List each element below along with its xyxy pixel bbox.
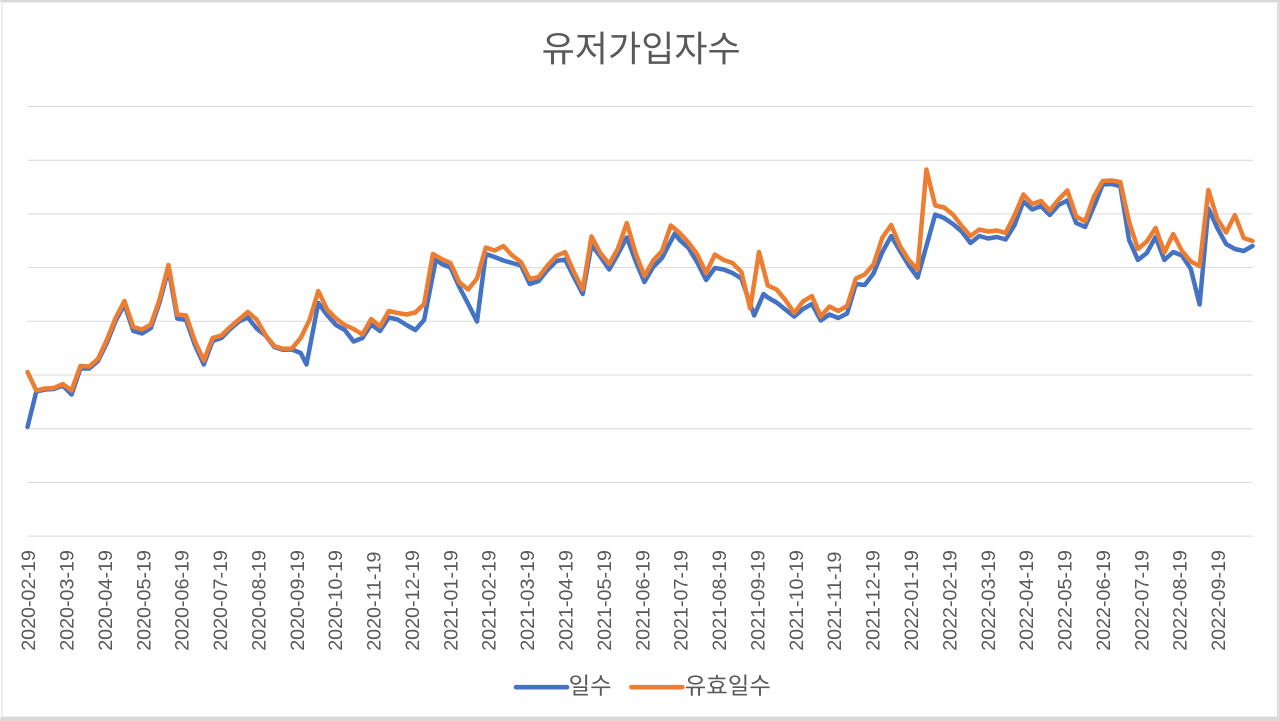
svg-text:2020-12-19: 2020-12-19	[402, 550, 424, 651]
svg-text:2022-08-19: 2022-08-19	[1170, 550, 1192, 651]
svg-text:2021-03-19: 2021-03-19	[517, 550, 539, 651]
svg-text:2020-06-19: 2020-06-19	[172, 550, 194, 651]
svg-text:2022-01-19: 2022-01-19	[901, 550, 923, 651]
svg-text:2020-04-19: 2020-04-19	[95, 550, 117, 651]
svg-text:2020-11-19: 2020-11-19	[364, 552, 386, 651]
svg-text:2021-01-19: 2021-01-19	[440, 550, 462, 651]
svg-text:2022-04-19: 2022-04-19	[1016, 550, 1038, 651]
svg-text:2021-10-19: 2021-10-19	[786, 550, 808, 651]
svg-text:2021-05-19: 2021-05-19	[594, 550, 616, 651]
svg-text:2022-09-19: 2022-09-19	[1208, 550, 1230, 651]
svg-text:2021-04-19: 2021-04-19	[556, 550, 578, 651]
svg-text:2022-05-19: 2022-05-19	[1055, 550, 1077, 651]
svg-text:2020-09-19: 2020-09-19	[287, 550, 309, 651]
svg-text:2021-08-19: 2021-08-19	[709, 550, 731, 651]
svg-text:2021-12-19: 2021-12-19	[863, 550, 885, 651]
svg-text:2021-02-19: 2021-02-19	[479, 550, 501, 651]
svg-text:2022-07-19: 2022-07-19	[1131, 550, 1153, 651]
svg-text:2021-07-19: 2021-07-19	[671, 550, 693, 651]
svg-text:2020-08-19: 2020-08-19	[248, 550, 270, 651]
svg-text:2020-07-19: 2020-07-19	[210, 550, 232, 651]
svg-text:2021-06-19: 2021-06-19	[632, 550, 654, 651]
svg-text:2022-06-19: 2022-06-19	[1093, 550, 1115, 651]
svg-text:2020-05-19: 2020-05-19	[133, 550, 155, 651]
svg-text:2020-03-19: 2020-03-19	[57, 550, 79, 651]
svg-text:2021-11-19: 2021-11-19	[824, 552, 846, 651]
svg-text:2021-09-19: 2021-09-19	[748, 550, 770, 651]
svg-text:2022-03-19: 2022-03-19	[978, 550, 1000, 651]
svg-text:2020-10-19: 2020-10-19	[325, 550, 347, 651]
svg-text:2022-02-19: 2022-02-19	[939, 550, 961, 651]
svg-text:2020-02-19: 2020-02-19	[18, 550, 40, 651]
